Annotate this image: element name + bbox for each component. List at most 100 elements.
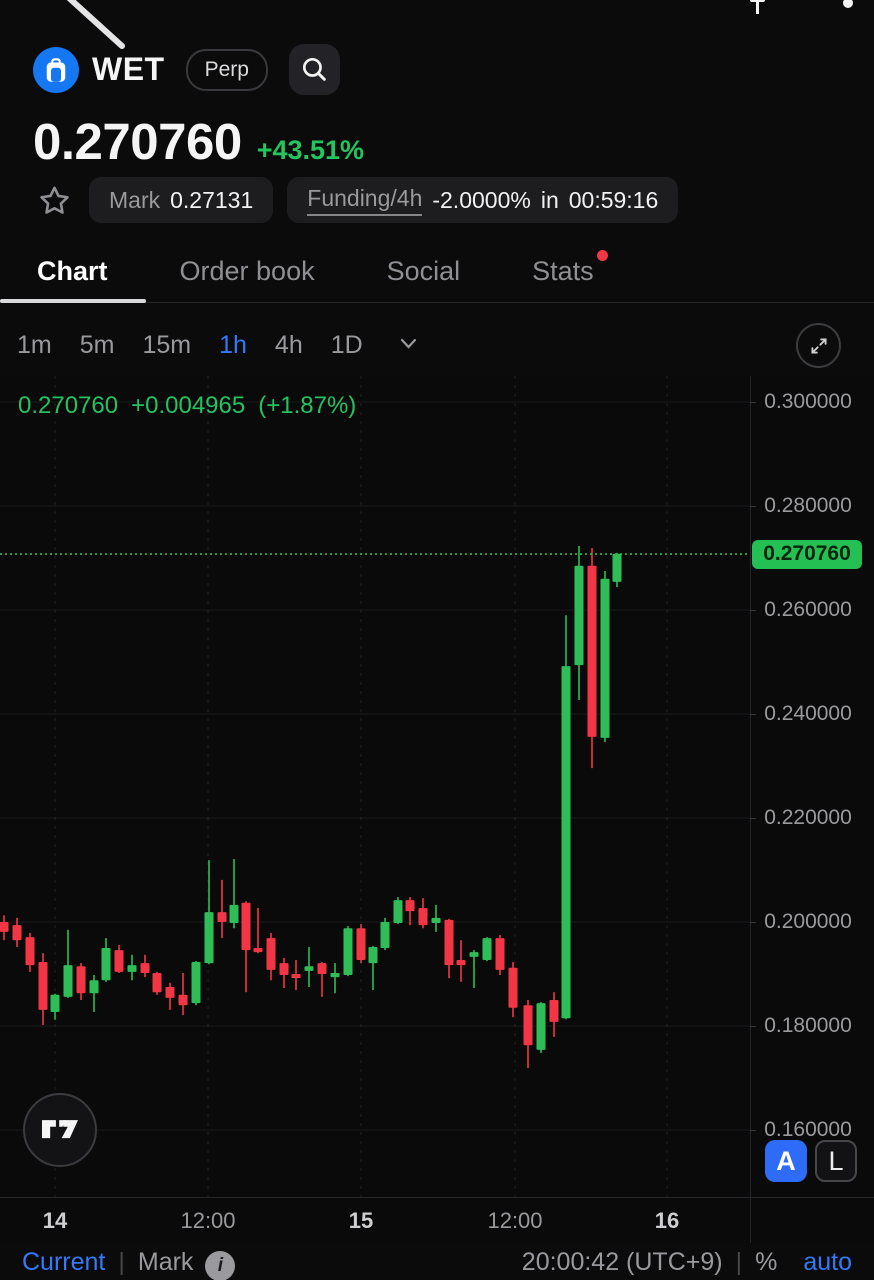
x-axis-label: 12:00 [487, 1208, 543, 1233]
candle-body [561, 666, 571, 1019]
candle-body [101, 948, 111, 981]
y-axis-tick [750, 610, 756, 611]
candle-body [587, 565, 597, 737]
log-scale-button[interactable]: L [815, 1140, 857, 1182]
y-axis-label: 0.240000 [764, 702, 852, 725]
time-axis[interactable]: 14 12:00 15 12:00 16 [0, 1197, 874, 1244]
percent-scale-toggle[interactable]: % [755, 1248, 778, 1276]
candle-body [380, 922, 390, 948]
candle-body [191, 962, 201, 1004]
y-axis-tick [750, 714, 756, 715]
candle-body [495, 938, 505, 970]
candle-body [178, 994, 188, 1006]
tab-social[interactable]: Social [386, 255, 461, 286]
candle-body [317, 963, 327, 974]
divider: | [118, 1248, 125, 1276]
favorite-button[interactable] [33, 177, 75, 223]
candle-body [330, 972, 340, 978]
candle-body [600, 578, 610, 738]
timeframe-1m[interactable]: 1m [17, 330, 52, 359]
tab-order-book[interactable]: Order book [179, 255, 315, 286]
legend-change-percent: (+1.87%) [258, 392, 357, 419]
chart-style-icon[interactable] [742, 0, 802, 26]
price-source-mark[interactable]: Mark [137, 1248, 194, 1276]
candle-body [114, 950, 124, 972]
y-axis-tick [750, 818, 756, 819]
token-symbol: WET [92, 51, 165, 87]
y-axis-label: 0.260000 [764, 598, 852, 621]
y-axis-label: 0.180000 [764, 1014, 852, 1037]
timeframe-bar: 1m 5m 15m 1h 4h 1D [17, 318, 363, 372]
candle-body [76, 966, 86, 994]
expand-icon [810, 337, 827, 354]
fullscreen-button[interactable] [796, 323, 841, 368]
candle-body [25, 937, 35, 966]
candle-body [266, 938, 276, 970]
y-axis-label: 0.300000 [764, 390, 852, 413]
candle-body [356, 928, 366, 960]
last-price: 0.270760 [33, 113, 242, 170]
chart-legend: 0.270760 +0.004965 (+1.87%) [18, 392, 356, 420]
back-button[interactable] [40, 0, 136, 56]
info-icon[interactable]: i [205, 1251, 236, 1280]
tradingview-logo[interactable] [23, 1093, 97, 1167]
y-axis-tick [750, 1130, 756, 1131]
y-axis-tick [750, 922, 756, 923]
candle-body [431, 917, 441, 924]
candle-body [368, 946, 378, 964]
candle-body [456, 959, 466, 966]
funding-pill[interactable]: Funding/4h -2.0000% in 00:59:16 [287, 177, 679, 223]
price-source-current[interactable]: Current [22, 1248, 106, 1276]
y-axis-label: 0.280000 [764, 494, 852, 517]
candle-body [165, 987, 175, 998]
chart-plot [0, 376, 750, 1197]
price-axis-separator [750, 376, 751, 1243]
candlestick-chart[interactable]: 0.270760 +0.004965 (+1.87%) 0.300000 0.28… [0, 376, 874, 1243]
candle-body [612, 553, 622, 582]
tab-stats[interactable]: Stats [532, 249, 608, 287]
funding-rate: -2.0000% [432, 186, 531, 213]
x-axis-label: 15 [348, 1208, 374, 1233]
candle-body [444, 919, 454, 966]
candle-body [304, 966, 314, 971]
candle-body [241, 902, 251, 951]
candle-body [279, 963, 289, 976]
more-menu-icon[interactable] [842, 0, 854, 26]
candle-body [0, 922, 9, 932]
y-axis-label: 0.220000 [764, 806, 852, 829]
last-price-tag: 0.270760 [752, 539, 862, 569]
search-button[interactable] [288, 44, 340, 95]
candle-body [229, 904, 239, 924]
candle-body [549, 1000, 559, 1022]
candle-body [140, 963, 150, 973]
candle-body [38, 962, 48, 1010]
timeframe-1h[interactable]: 1h [219, 330, 247, 359]
candle-body [343, 928, 353, 976]
candle-body [482, 938, 492, 960]
y-axis-tick [750, 1026, 756, 1027]
timeframe-4h[interactable]: 4h [274, 330, 303, 359]
tab-bar: Chart Order book Social Stats [0, 240, 874, 303]
timeframe-dropdown-caret-icon[interactable] [400, 338, 417, 350]
candle-body [508, 967, 518, 1008]
auto-scale-button[interactable]: A [765, 1140, 807, 1182]
candle-body [89, 980, 99, 994]
clock-label[interactable]: 20:00:42 (UTC+9) [521, 1248, 723, 1276]
notification-dot [596, 249, 608, 261]
legend-price: 0.270760 [18, 392, 119, 419]
x-axis-label: 14 [42, 1208, 68, 1233]
y-axis-label: 0.200000 [764, 910, 852, 933]
timeframe-5m[interactable]: 5m [79, 330, 115, 359]
timeframe-1d[interactable]: 1D [330, 330, 363, 359]
auto-scale-toggle[interactable]: auto [803, 1248, 852, 1276]
x-axis-label: 16 [654, 1208, 680, 1233]
y-axis-tick [750, 506, 756, 507]
y-axis-label: 0.160000 [764, 1118, 852, 1141]
search-icon [302, 57, 326, 81]
tab-chart[interactable]: Chart [37, 255, 108, 286]
funding-in: in [540, 186, 559, 213]
mark-price-pill[interactable]: Mark 0.27131 [89, 177, 274, 223]
timeframe-15m[interactable]: 15m [142, 330, 192, 359]
token-logo-icon [33, 46, 79, 93]
